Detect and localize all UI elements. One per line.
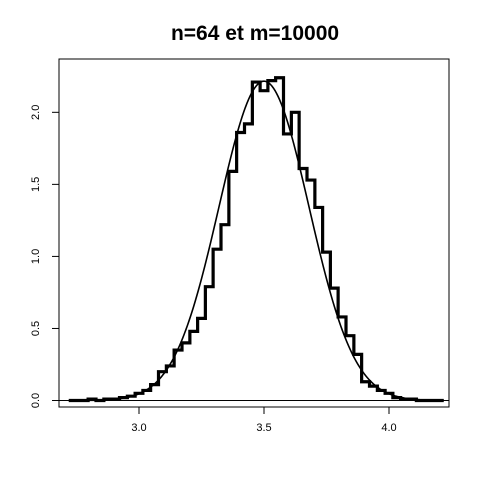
x-axis: 3.0 3.5 4.0: [131, 406, 397, 434]
x-tick-label: 4.0: [381, 422, 396, 434]
y-tick-label: 1.0: [30, 249, 42, 264]
y-axis: 0.0 0.5 1.0 1.5 2.0: [30, 105, 60, 408]
y-tick-label: 0.0: [30, 393, 42, 408]
y-tick-label: 1.5: [30, 177, 42, 192]
y-tick-label: 0.5: [30, 321, 42, 336]
plot-box: [58, 58, 450, 408]
chart-title: n=64 et m=10000: [171, 22, 339, 45]
x-tick-label: 3.0: [131, 422, 146, 434]
x-tick-label: 3.5: [256, 422, 271, 434]
density-curve: [68, 80, 444, 402]
step-histogram: [68, 76, 444, 403]
y-tick-label: 2.0: [30, 105, 42, 120]
